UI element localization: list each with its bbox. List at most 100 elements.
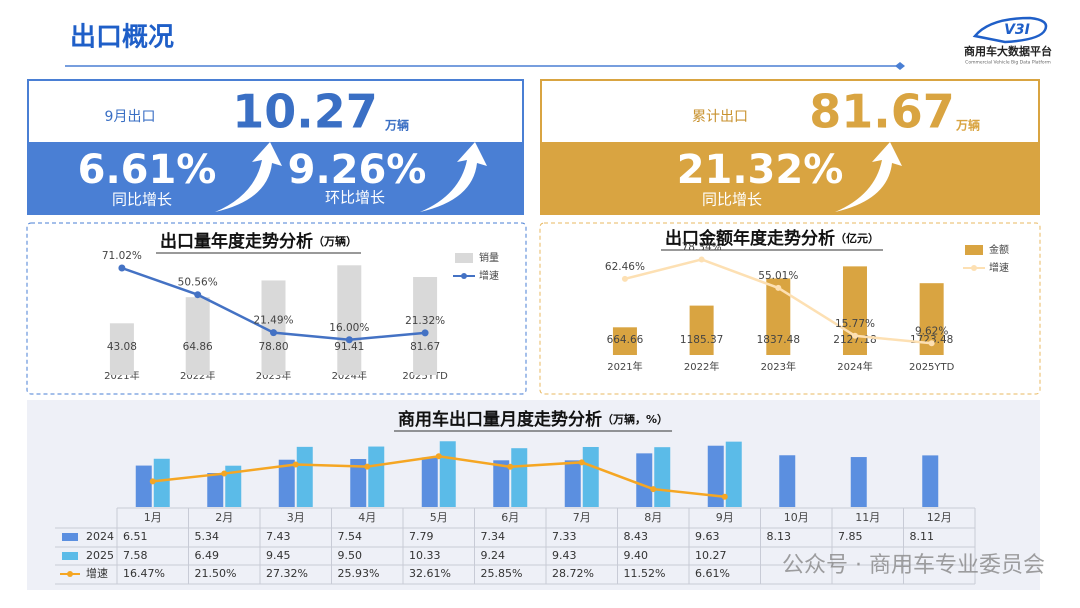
kpi-change: 21.32%	[677, 147, 844, 193]
legend-swatch	[62, 533, 78, 541]
x-tick-label: 2025YTD	[909, 362, 955, 373]
point	[118, 264, 126, 272]
x-tick-label: 2025YTD	[402, 371, 448, 382]
x-tick-label: 2024年	[837, 360, 872, 373]
logo-name: 商用车大数据平台	[964, 44, 1052, 58]
legend-swatch	[67, 571, 73, 577]
point	[578, 459, 585, 466]
bar	[511, 448, 528, 507]
chart-title: 出口量年度走势分析（万辆）	[160, 231, 357, 252]
table-cell: 7.34	[481, 530, 506, 543]
point-label: 50.56%	[178, 277, 218, 289]
bar	[636, 453, 653, 507]
bar	[185, 297, 210, 375]
kpi-value: 10.27	[232, 85, 378, 139]
point-label: 21.32%	[405, 315, 445, 327]
rule-diamond	[895, 62, 905, 70]
legend-label: 销量	[479, 251, 499, 264]
x-tick-label: 12月	[927, 511, 952, 524]
table-cell: 7.54	[338, 530, 363, 543]
kpi-top	[540, 79, 1040, 144]
kpi-change-label: 环比增长	[325, 189, 385, 207]
table-cell: 7.33	[552, 530, 577, 543]
kpi-unit: 万辆	[955, 118, 980, 133]
table-cell: 27.32%	[266, 567, 308, 580]
bar-label: 1837.48	[757, 334, 800, 346]
bar	[278, 459, 295, 507]
bar-label: 664.66	[607, 334, 644, 346]
point	[621, 275, 628, 282]
table-cell: 11.52%	[624, 567, 666, 580]
legend-swatch	[461, 273, 467, 279]
bar-label: 1185.37	[680, 334, 723, 346]
bar-label: 43.08	[107, 341, 137, 353]
point	[194, 291, 202, 299]
point	[345, 336, 353, 344]
point	[851, 332, 858, 339]
bar	[350, 459, 367, 507]
chart-title-text: 商用车出口量月度走势分析	[398, 409, 602, 430]
bar	[225, 465, 242, 507]
up-arrow	[835, 142, 902, 212]
table-cell: 9.24	[481, 549, 506, 562]
x-tick-label: 4月	[358, 511, 376, 524]
table-cell: 10.27	[695, 549, 727, 562]
point-label: 21.49%	[253, 315, 293, 327]
table-cell: 32.61%	[409, 567, 451, 580]
logo: V3I 商用车大数据平台 Commercial Vehicle Big Data…	[964, 16, 1052, 66]
kpi-change: 9.26%	[288, 147, 427, 193]
kpi-change-label: 同比增长	[112, 191, 172, 209]
kpi-change: 6.61%	[78, 147, 217, 193]
point	[270, 329, 277, 337]
point	[698, 256, 705, 263]
table-cell: 7.79	[409, 530, 434, 543]
table-cell: 25.93%	[338, 567, 380, 580]
bar	[654, 447, 671, 507]
table-cell: 9.63	[695, 530, 720, 543]
up-arrow	[215, 142, 282, 212]
point-label: 16.00%	[329, 322, 369, 334]
point	[221, 470, 228, 477]
table-cell: 21.50%	[195, 567, 237, 580]
bar	[421, 457, 438, 507]
table-cell: 9.40	[624, 549, 649, 562]
up-arrow	[420, 142, 487, 212]
legend-swatch	[455, 253, 473, 263]
bar-label: 91.41	[334, 341, 364, 353]
point	[507, 463, 514, 470]
legend-swatch	[62, 552, 78, 560]
table-cell: 8.13	[767, 530, 792, 543]
bar-label: 78.80	[258, 341, 288, 353]
legend-label: 增速	[479, 269, 499, 282]
chart-title: 商用车出口量月度走势分析（万辆，%）	[398, 409, 668, 430]
table-cell: 7.43	[266, 530, 291, 543]
point-label: 55.01%	[758, 270, 798, 282]
x-tick-label: 7月	[573, 511, 591, 524]
x-tick-label: 1月	[144, 511, 162, 524]
point	[149, 478, 156, 485]
bar	[337, 265, 362, 375]
point-label: 9.62%	[915, 325, 948, 337]
table-cell: 16.47%	[123, 567, 165, 580]
logo-subtitle: Commercial Vehicle Big Data Platform	[965, 60, 1051, 66]
point-label: 15.77%	[835, 318, 875, 330]
watermark: 公众号 · 商用车专业委员会	[782, 553, 1045, 578]
bar	[135, 465, 152, 507]
bar	[689, 305, 714, 355]
table-cell: 25.85%	[481, 567, 523, 580]
point	[435, 453, 442, 460]
table-cell: 8.11	[910, 530, 935, 543]
bar-label: 81.67	[410, 341, 440, 353]
bar	[850, 457, 867, 507]
x-tick-label: 3月	[287, 511, 305, 524]
point-label: 78.34%	[682, 241, 722, 253]
table-cell: 9.50	[338, 549, 363, 562]
x-tick-label: 5月	[430, 511, 448, 524]
legend-label: 增速	[86, 566, 108, 580]
x-tick-label: 2月	[215, 511, 233, 524]
x-tick-label: 2023年	[761, 360, 796, 373]
bar	[922, 455, 939, 507]
legend-label: 2025	[86, 549, 114, 562]
chart-unit: （万辆）	[313, 234, 357, 248]
